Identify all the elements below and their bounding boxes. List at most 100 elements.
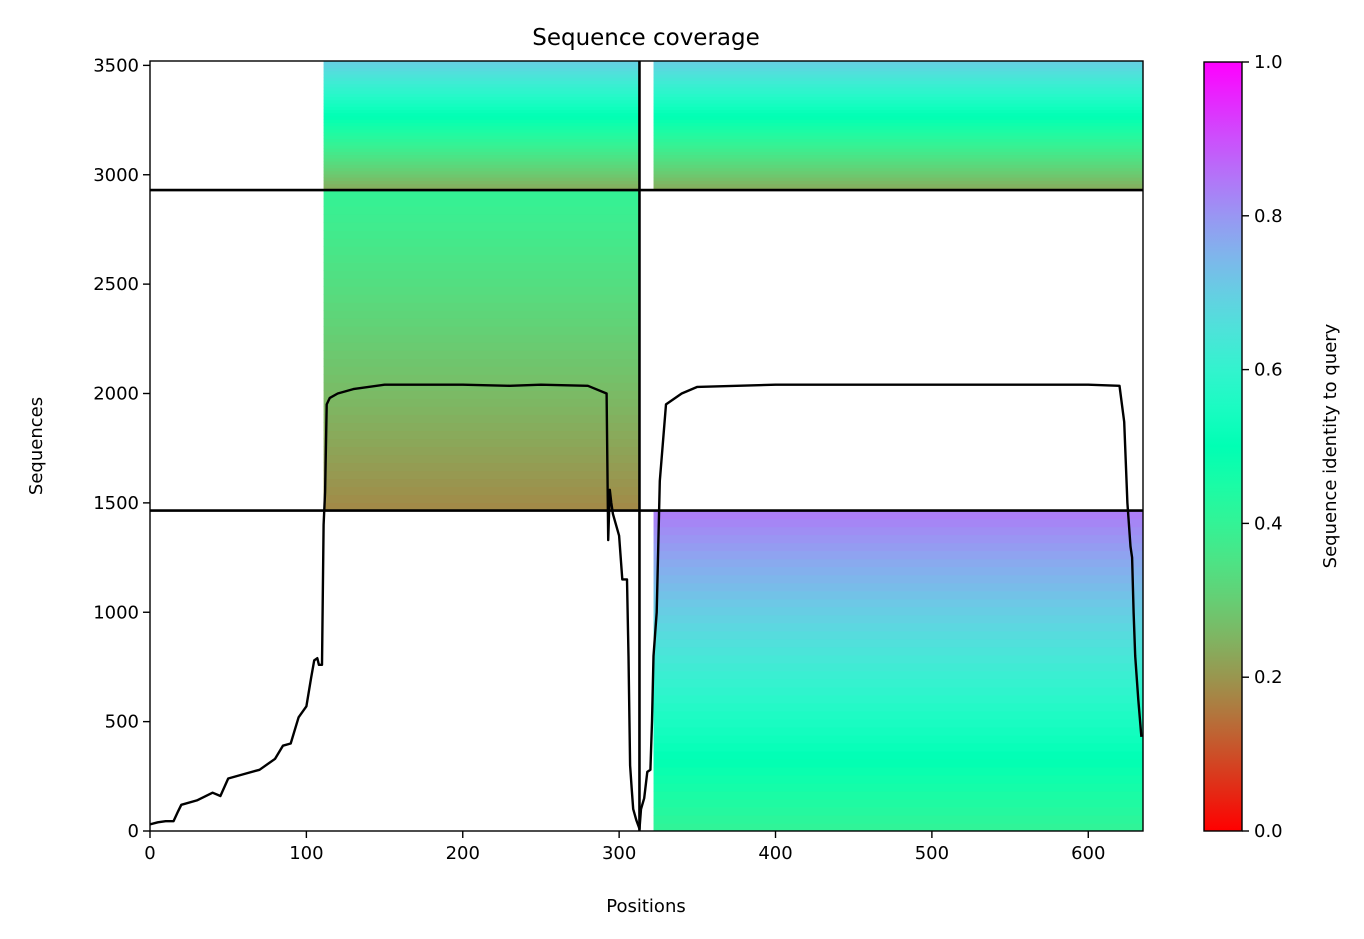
heatmap-band	[653, 125, 1143, 130]
chart-title: Sequence coverage	[532, 25, 760, 51]
heatmap-band	[323, 161, 640, 165]
heatmap-band	[323, 61, 640, 65]
heatmap-band	[653, 750, 1143, 760]
heatmap-band	[323, 90, 640, 94]
heatmap-band	[323, 494, 640, 504]
y-axis: 0 500 1000 1500 2000 2500 3000 3500	[93, 55, 150, 842]
y-tick-label: 2500	[93, 274, 139, 295]
y-tick-label: 0	[128, 821, 139, 842]
y-tick-label: 2000	[93, 384, 139, 405]
heatmap-band	[653, 157, 1143, 162]
heatmap-band	[323, 186, 640, 191]
y-tick-label: 500	[105, 712, 139, 733]
colorbar-tick-label: 0.4	[1254, 513, 1283, 534]
heatmap-band	[653, 614, 1143, 624]
heatmap-band	[653, 606, 1143, 616]
heatmap-band	[653, 83, 1143, 88]
heatmap-band	[323, 350, 640, 359]
heatmap-layer	[323, 61, 1143, 831]
heatmap-band	[653, 154, 1143, 159]
heatmap-band	[323, 67, 640, 72]
heatmap-band	[653, 782, 1143, 792]
heatmap-band	[323, 122, 640, 127]
heatmap-band	[653, 574, 1143, 584]
heatmap-band	[323, 154, 640, 159]
heatmap-band	[323, 131, 640, 136]
heatmap-band	[323, 358, 640, 367]
heatmap-band	[323, 262, 640, 271]
heatmap-band	[323, 80, 640, 85]
colorbar-gradient	[1203, 61, 1243, 832]
heatmap-band	[323, 125, 640, 130]
heatmap-band	[653, 96, 1143, 101]
heatmap-band	[323, 135, 640, 140]
heatmap-band	[323, 462, 640, 472]
colorbar-tick-label: 1.0	[1254, 52, 1283, 73]
heatmap-band	[323, 406, 640, 415]
heatmap-band	[323, 390, 640, 399]
heatmap-band	[653, 558, 1143, 568]
heatmap-band	[323, 334, 640, 343]
heatmap-band	[653, 67, 1143, 72]
heatmap-band	[323, 486, 640, 496]
heatmap-band	[653, 534, 1143, 544]
heatmap-band	[323, 238, 640, 247]
heatmap-band	[323, 278, 640, 287]
x-tick-label: 100	[289, 843, 323, 864]
heatmap-band	[323, 157, 640, 162]
heatmap-band	[323, 382, 640, 391]
heatmap-band	[653, 566, 1143, 576]
heatmap-band	[653, 141, 1143, 146]
heatmap-band	[323, 70, 640, 75]
heatmap-band	[653, 106, 1143, 110]
heatmap-band	[323, 326, 640, 335]
heatmap-band	[653, 814, 1143, 824]
heatmap-band	[653, 654, 1143, 664]
colorbar-ticks: 0.0 0.2 0.4 0.6 0.8 1.0	[1242, 52, 1283, 842]
heatmap-band	[323, 398, 640, 407]
x-tick-label: 200	[446, 843, 480, 864]
heatmap-band	[323, 198, 640, 207]
heatmap-band	[653, 183, 1143, 188]
heatmap-band	[653, 526, 1143, 536]
heatmap-band	[653, 734, 1143, 744]
heatmap-band	[323, 342, 640, 351]
x-tick-label: 500	[915, 843, 949, 864]
heatmap-band	[323, 270, 640, 279]
x-tick-label: 600	[1071, 843, 1105, 864]
coverage-line	[150, 383, 1143, 830]
heatmap-band	[653, 122, 1143, 127]
colorbar-tick-label: 0.2	[1254, 667, 1283, 688]
heatmap-band	[323, 230, 640, 239]
heatmap-band	[653, 638, 1143, 648]
heatmap-band	[653, 93, 1143, 98]
heatmap-band	[653, 115, 1143, 120]
heatmap-band	[323, 144, 640, 149]
heatmap-band	[653, 167, 1143, 172]
heatmap-band	[653, 662, 1143, 672]
heatmap-band	[323, 302, 640, 311]
heatmap-band	[653, 109, 1143, 114]
heatmap-band	[323, 170, 640, 175]
heatmap-band	[323, 206, 640, 215]
heatmap-band	[323, 128, 640, 133]
heatmap-band	[653, 742, 1143, 752]
heatmap-band	[653, 161, 1143, 165]
heatmap-band	[323, 173, 640, 178]
divider-layer	[150, 61, 1143, 831]
heatmap-band	[323, 164, 640, 169]
heatmap-band	[653, 670, 1143, 680]
heatmap-band	[653, 822, 1143, 831]
heatmap-band	[323, 294, 640, 303]
heatmap-band	[323, 148, 640, 152]
heatmap-band	[323, 99, 640, 104]
y-tick-label: 1000	[93, 602, 139, 623]
heatmap-band	[653, 710, 1143, 720]
heatmap-band	[323, 109, 640, 114]
heatmap-band	[653, 80, 1143, 85]
heatmap-band	[653, 510, 1143, 520]
heatmap-band	[323, 422, 640, 432]
heatmap-band	[653, 131, 1143, 136]
heatmap-band	[653, 112, 1143, 117]
heatmap-band	[653, 148, 1143, 152]
